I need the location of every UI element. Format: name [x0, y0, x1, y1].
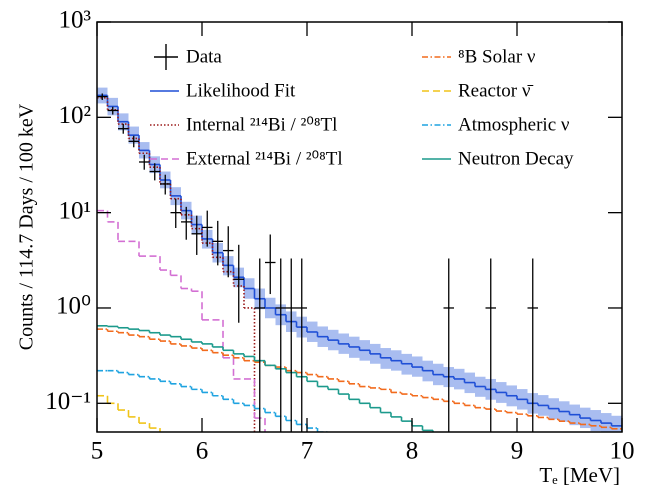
legend: Data Likelihood Fit Internal ²¹⁴Bi / ²⁰⁸Tl… — [150, 44, 574, 169]
y-tick-label: 10¹ — [59, 197, 92, 224]
legend-label: Data — [186, 46, 222, 67]
x-tick-label: 8 — [406, 438, 419, 465]
fit-band — [611, 415, 622, 432]
legend-label: Likelihood Fit — [186, 80, 296, 101]
x-tick-label: 5 — [91, 438, 104, 465]
legend-label: Atmospheric ν — [458, 114, 570, 135]
y-tick-label: 10⁰ — [56, 293, 91, 320]
legend-label: Neutron Decay — [458, 148, 574, 169]
plot-frame — [96, 21, 623, 433]
legend-label: Internal ²¹⁴Bi / ²⁰⁸Tl — [186, 114, 337, 135]
plot-area — [97, 87, 622, 432]
y-tick-label: 10³ — [59, 7, 92, 34]
legend-label: External ²¹⁴Bi / ²⁰⁸Tl — [186, 148, 343, 169]
x-tick-label: 10 — [610, 438, 635, 465]
y-tick-label: 10⁻¹ — [45, 388, 91, 415]
y-tick-label: 10² — [59, 102, 92, 129]
overlay: 5 6 7 8 9 10 10⁻¹ 10⁰ 10¹ 10² 10³ — [45, 7, 634, 465]
x-axis-title: Tₑ [MeV] — [539, 463, 620, 487]
x-tick-label: 7 — [301, 438, 314, 465]
y-axis-title: Counts / 114.7 Days / 100 keV — [16, 103, 38, 350]
x-tick-label: 6 — [196, 438, 209, 465]
legend-label: Reactor ν̄ — [458, 80, 533, 101]
legend-label: ⁸B Solar ν — [458, 46, 536, 67]
x-tick-label: 9 — [511, 438, 524, 465]
